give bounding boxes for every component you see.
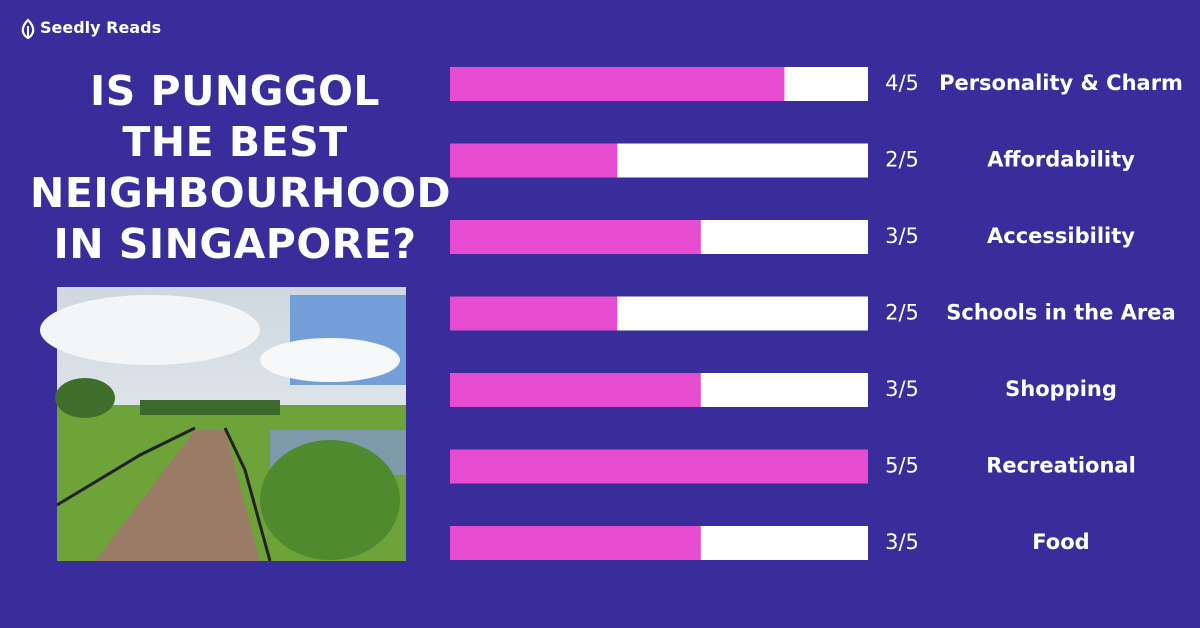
logo-icon — [21, 18, 35, 40]
value-label: 3/5 — [885, 530, 919, 554]
category-label: Schools in the Area — [946, 301, 1175, 325]
chart-title: IS PUNGGOL THE BEST NEIGHBOURHOOD IN SIN… — [30, 67, 452, 268]
category-label: Shopping — [1005, 377, 1117, 401]
category-label: Recreational — [986, 454, 1136, 478]
bar — [450, 449, 868, 484]
bar — [450, 67, 785, 101]
bar — [450, 373, 701, 407]
category-label: Food — [1032, 530, 1089, 554]
category-label: Affordability — [987, 148, 1135, 172]
value-label: 2/5 — [885, 301, 919, 325]
category-label: Personality & Charm — [939, 71, 1183, 95]
value-label: 4/5 — [885, 71, 919, 95]
bar — [450, 143, 618, 178]
value-label: 2/5 — [885, 148, 919, 172]
value-label: 3/5 — [885, 377, 919, 401]
bar — [450, 296, 618, 331]
brand-name: Seedly Reads — [40, 18, 162, 37]
value-label: 3/5 — [885, 224, 919, 248]
photo — [40, 287, 406, 562]
category-label: Accessibility — [987, 224, 1135, 248]
bar — [450, 526, 701, 560]
value-label: 5/5 — [885, 454, 919, 478]
bar — [450, 220, 701, 254]
